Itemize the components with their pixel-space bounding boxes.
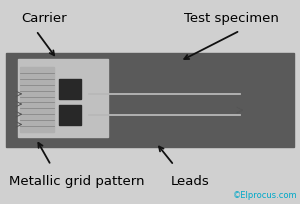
Text: Metallic grid pattern: Metallic grid pattern [9,175,145,188]
Text: Test specimen: Test specimen [184,12,279,25]
Bar [6,53,294,147]
Bar [58,79,81,99]
Text: ©Elprocus.com: ©Elprocus.com [232,191,297,200]
Bar [18,59,108,137]
Bar [20,67,54,132]
Bar [82,78,88,128]
Text: Carrier: Carrier [21,12,67,25]
Text: Leads: Leads [171,175,210,188]
Bar [58,105,81,125]
